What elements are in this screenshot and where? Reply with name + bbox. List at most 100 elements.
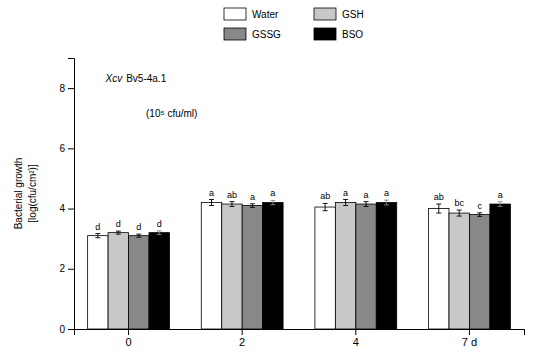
legend-item: BSO [314,28,363,40]
annotation-part: Xcv [105,73,124,84]
y-axis-line [68,59,75,330]
bar-series [149,200,510,329]
error-bar [436,204,441,213]
sig-label: a [384,188,389,198]
bar [335,203,355,329]
sig-label: a [343,188,348,198]
sig-label: d [116,219,121,229]
y-tick-mark [68,269,74,270]
bar [263,203,283,329]
legend-item: GSSG [224,28,281,40]
y-tick-mark [68,148,74,149]
x-tick: 2 [239,329,245,348]
error-bar [498,202,503,207]
error-bar [250,204,255,208]
legend-label: GSSG [252,29,281,40]
y-axis-title: Bacterial growth [13,158,24,230]
bar [129,236,149,329]
sig-label: ab [320,191,330,201]
annotation: (10⁵ cfu/ml) [146,108,197,119]
bar [149,233,169,329]
x-tick: 0 [125,329,131,348]
legend-swatch [224,28,246,40]
error-bar [270,200,275,204]
error-bar [384,200,389,205]
x-axis-line [75,330,525,336]
bar [469,215,489,329]
legend-label: GSH [342,9,364,20]
legend-item: Water [224,8,279,20]
y-tick-label: 6 [59,143,65,154]
sig-label: ab [434,192,444,202]
bar [356,204,376,329]
error-bar [343,200,348,206]
sig-labels: daababdababcdaacdaaa [95,188,502,233]
bar [429,209,449,329]
sig-label: c [477,201,482,211]
bar [490,204,510,329]
error-bar [157,231,162,235]
legend-label: BSO [342,29,363,40]
x-tick: 7 d [462,329,477,348]
legend-label: Water [252,9,279,20]
sig-label: ab [227,190,237,200]
annotation-part: Bv5-4a.1 [126,73,166,84]
y-tick: 0 [59,324,74,335]
x-tick-mark [242,329,243,335]
error-bar [364,202,369,207]
error-bar [116,231,121,234]
x-tick-mark [469,329,470,335]
x-axis: 0 2 4 7 d [75,329,525,348]
bar [88,236,108,329]
error-bar [209,200,214,206]
bar-series [108,200,469,329]
error-bar [457,210,462,216]
y-tick: 6 [59,143,74,154]
sig-label: a [498,190,503,200]
y-axis: 0 2 4 6 8 [59,59,74,335]
chart: 024680247 ddaababdababcdaacdaaaBacterial… [0,0,538,359]
y-tick-label: 4 [59,203,65,214]
sig-label: a [364,190,369,200]
y-tick: 4 [59,203,74,214]
bar [376,203,396,329]
legend: Water GSH GSSG BSO [224,8,364,40]
y-tick-label: 8 [59,83,65,94]
y-tick: 8 [59,83,74,94]
sig-label: bc [454,198,464,208]
y-tick-mark [68,88,74,89]
x-tick-label: 7 d [462,336,477,348]
annotation: XcvBv5-4a.1 [105,73,167,84]
bar [108,233,128,329]
sig-label: d [95,222,100,232]
error-bar [477,213,482,217]
bar-series [88,200,449,329]
x-tick-label: 0 [125,336,131,348]
bar [242,206,262,329]
x-tick-mark [355,329,356,335]
sig-label: a [209,188,214,198]
y-tick: 2 [59,263,74,274]
y-tick-label: 2 [59,263,65,274]
x-tick-label: 2 [239,336,245,348]
plot-area [88,200,511,329]
legend-swatch [314,8,336,20]
x-tick-label: 4 [353,336,359,348]
sig-label: d [136,222,141,232]
x-tick-mark [128,329,129,335]
y-tick-label: 0 [59,324,65,335]
error-bar [136,234,141,237]
y-tick-mark [68,209,74,210]
x-tick: 4 [353,329,359,348]
bar [315,207,335,329]
legend-swatch [224,8,246,20]
legend-item: GSH [314,8,364,20]
sig-label: a [250,192,255,202]
bar [201,203,221,329]
bar [449,213,469,329]
error-bar [229,202,234,207]
sig-label: a [270,188,275,198]
bar-series [129,202,490,329]
error-bar [323,203,328,210]
y-tick-mark [68,329,74,330]
